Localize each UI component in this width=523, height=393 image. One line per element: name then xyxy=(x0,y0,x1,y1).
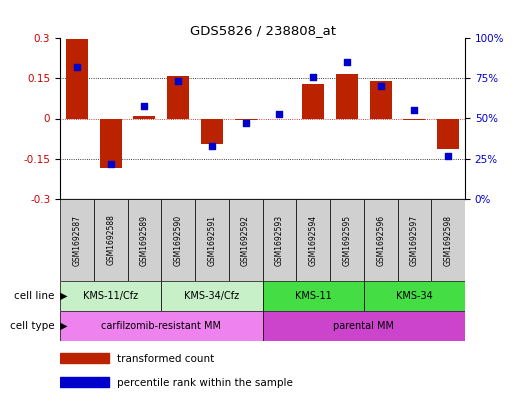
Point xyxy=(140,103,149,109)
Bar xyxy=(370,81,392,119)
Bar xyxy=(167,75,189,119)
Bar xyxy=(364,199,397,281)
Text: percentile rank within the sample: percentile rank within the sample xyxy=(117,378,292,388)
Point xyxy=(309,73,317,80)
Bar xyxy=(60,377,109,387)
Point xyxy=(242,120,250,127)
Bar xyxy=(364,281,465,311)
Bar xyxy=(229,199,263,281)
Text: GSM1692598: GSM1692598 xyxy=(444,215,452,266)
Text: GSM1692594: GSM1692594 xyxy=(309,215,317,266)
Text: KMS-11/Cfz: KMS-11/Cfz xyxy=(83,291,138,301)
Text: parental MM: parental MM xyxy=(333,321,394,331)
Text: GSM1692589: GSM1692589 xyxy=(140,215,149,266)
Point xyxy=(444,152,452,159)
Bar xyxy=(66,39,88,119)
Bar xyxy=(397,199,431,281)
Text: GSM1692595: GSM1692595 xyxy=(343,215,351,266)
Bar xyxy=(437,119,459,149)
Text: ▶: ▶ xyxy=(60,291,67,301)
Text: GSM1692596: GSM1692596 xyxy=(376,215,385,266)
Bar xyxy=(263,311,465,341)
Point xyxy=(73,64,81,70)
Bar xyxy=(94,199,128,281)
Bar xyxy=(263,199,296,281)
Bar xyxy=(201,119,223,144)
Bar xyxy=(161,199,195,281)
Point xyxy=(174,78,183,84)
Point xyxy=(410,107,418,114)
Point xyxy=(377,83,385,90)
Text: cell type: cell type xyxy=(10,321,55,331)
Point xyxy=(208,143,216,149)
Title: GDS5826 / 238808_at: GDS5826 / 238808_at xyxy=(189,24,335,37)
Text: carfilzomib-resistant MM: carfilzomib-resistant MM xyxy=(101,321,221,331)
Bar xyxy=(296,199,330,281)
Bar xyxy=(161,281,263,311)
Bar xyxy=(60,281,161,311)
Text: GSM1692592: GSM1692592 xyxy=(241,215,250,266)
Bar xyxy=(302,84,324,119)
Bar xyxy=(403,119,425,120)
Text: cell line: cell line xyxy=(15,291,55,301)
Bar xyxy=(195,199,229,281)
Text: GSM1692588: GSM1692588 xyxy=(106,215,115,265)
Text: KMS-11: KMS-11 xyxy=(295,291,332,301)
Text: KMS-34: KMS-34 xyxy=(396,291,433,301)
Text: GSM1692597: GSM1692597 xyxy=(410,215,419,266)
Bar xyxy=(60,199,94,281)
Text: GSM1692590: GSM1692590 xyxy=(174,215,183,266)
Bar xyxy=(431,199,465,281)
Point xyxy=(275,110,283,117)
Text: GSM1692591: GSM1692591 xyxy=(208,215,217,266)
Bar xyxy=(330,199,364,281)
Bar xyxy=(128,199,161,281)
Point xyxy=(107,160,115,167)
Bar xyxy=(60,353,109,363)
Bar xyxy=(263,281,364,311)
Text: GSM1692593: GSM1692593 xyxy=(275,215,284,266)
Bar xyxy=(100,119,121,168)
Bar xyxy=(336,74,358,119)
Bar xyxy=(60,311,263,341)
Point xyxy=(343,59,351,65)
Text: ▶: ▶ xyxy=(60,321,67,331)
Bar xyxy=(133,116,155,119)
Text: KMS-34/Cfz: KMS-34/Cfz xyxy=(184,291,240,301)
Text: GSM1692587: GSM1692587 xyxy=(72,215,82,266)
Text: transformed count: transformed count xyxy=(117,354,214,364)
Bar xyxy=(235,119,257,120)
